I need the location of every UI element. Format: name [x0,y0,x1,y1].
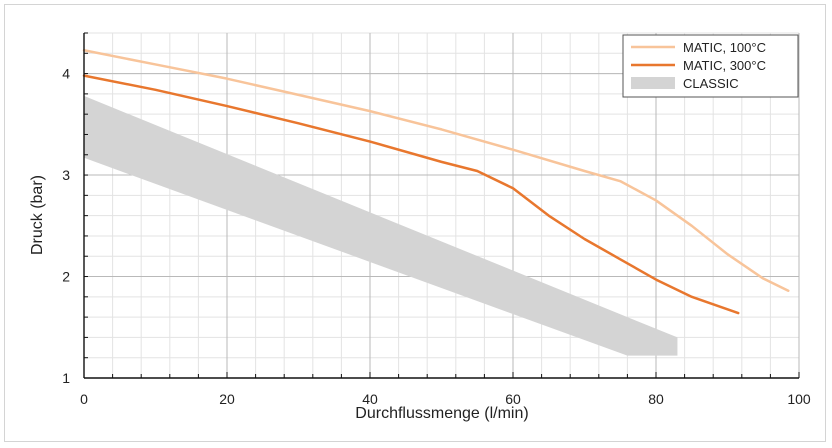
legend: MATIC, 100°C MATIC, 300°C CLASSIC [622,34,799,98]
x-tick-label: 100 [787,391,811,407]
legend-label-2: MATIC, 300°C [683,58,766,73]
x-tick-label: 40 [362,391,378,407]
legend-label-1: MATIC, 100°C [683,40,766,55]
x-tick-label: 80 [648,391,664,407]
y-tick-label: 1 [62,370,70,386]
x-tick-label: 60 [505,391,521,407]
legend-label-3: CLASSIC [683,76,739,91]
tick-labels: 0 20 40 60 80 100 1 2 3 4 [62,66,811,407]
y-tick-label: 3 [62,167,70,183]
x-tick-label: 0 [80,391,88,407]
chart-frame [4,4,826,442]
y-tick-label: 2 [62,269,70,285]
x-tick-label: 20 [219,391,235,407]
y-axis-label: Druck (bar) [29,175,46,255]
x-axis-label: Durchflussmenge (l/min) [355,405,528,422]
legend-swatch-3 [631,77,675,89]
axis-labels: Durchflussmenge (l/min) Druck (bar) [29,175,529,422]
series-band-3 [84,95,678,356]
series-layer [82,49,790,356]
series-line-2 [82,74,740,315]
axes [83,32,800,379]
y-tick-label: 4 [62,66,70,82]
series-line-1 [82,49,790,292]
